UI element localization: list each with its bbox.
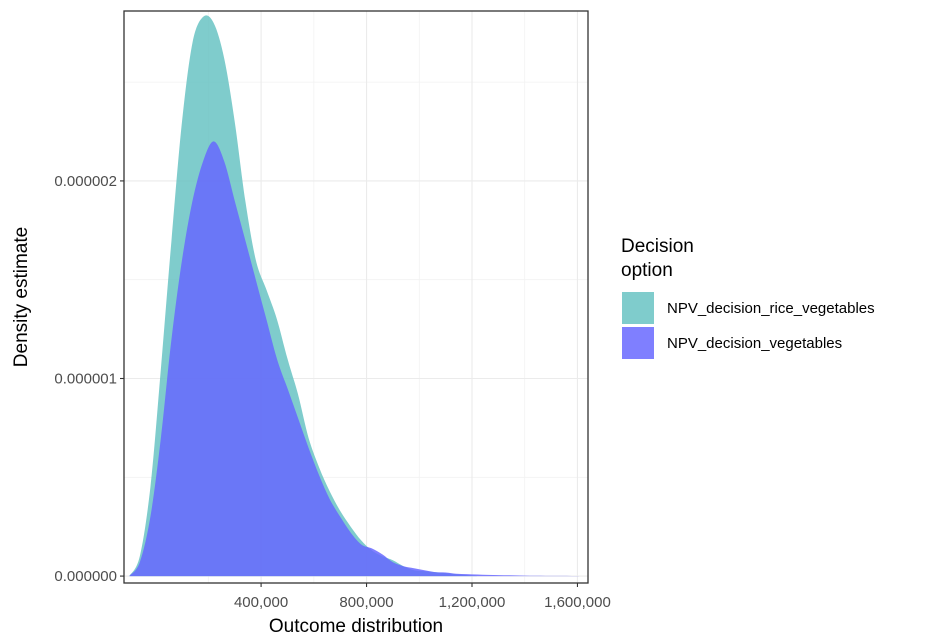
y-axis: 0.000000 0.000001 0.000002	[54, 173, 124, 585]
legend-title-line: option	[621, 260, 673, 281]
x-tick-label: 1,200,000	[439, 594, 506, 611]
legend-title-line: Decision	[621, 236, 694, 257]
x-tick-label: 400,000	[234, 594, 288, 611]
y-axis-title: Density estimate	[11, 227, 32, 367]
grid-lines	[124, 11, 588, 583]
y-tick-label: 0.000000	[54, 568, 117, 585]
legend-label: NPV_decision_rice_vegetables	[667, 300, 875, 317]
legend-swatch	[622, 327, 654, 359]
y-tick-label: 0.000001	[54, 371, 117, 388]
legend: Decision option NPV_decision_rice_vegetab…	[621, 236, 875, 359]
legend-title: Decision option	[621, 236, 694, 281]
legend-items: NPV_decision_rice_vegetables NPV_decision…	[622, 292, 875, 359]
panel-border	[123, 10, 589, 584]
density-area-series-2	[129, 141, 583, 577]
x-axis: 400,000 800,000 1,200,000 1,600,000	[234, 583, 611, 611]
legend-label: NPV_decision_vegetables	[667, 335, 842, 352]
density-areas	[129, 15, 583, 577]
x-tick-label: 800,000	[339, 594, 393, 611]
legend-swatch	[622, 292, 654, 324]
x-axis-title: Outcome distribution	[269, 616, 443, 637]
y-tick-label: 0.000002	[54, 173, 117, 190]
x-tick-label: 1,600,000	[544, 594, 611, 611]
